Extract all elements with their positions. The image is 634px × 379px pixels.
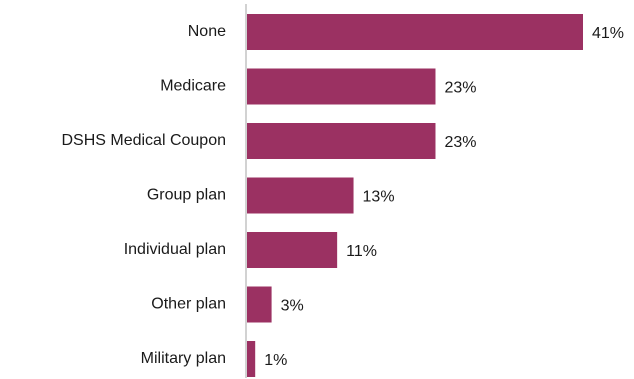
category-label: DSHS Medical Coupon	[61, 132, 226, 149]
value-label: 1%	[264, 352, 287, 369]
bar-dshs-medical-coupon	[247, 123, 436, 159]
bar-other-plan	[247, 286, 272, 323]
value-label: 23%	[444, 80, 476, 97]
value-label: 23%	[444, 134, 476, 151]
bar-medicare	[247, 68, 436, 105]
value-label: 41%	[592, 25, 624, 42]
category-label: Group plan	[147, 187, 226, 204]
bar-none	[247, 14, 583, 50]
category-label: Other plan	[151, 296, 226, 313]
bar-military-plan	[247, 341, 256, 377]
category-label: Medicare	[160, 78, 226, 95]
bar-group-plan	[247, 177, 354, 214]
bars-group	[247, 14, 583, 377]
value-label: 11%	[346, 243, 377, 260]
category-label: None	[188, 23, 226, 40]
labels-group: None 41% Medicare 23% DSHS Medical Coupon 23%…	[61, 23, 624, 369]
bar-individual-plan	[247, 232, 338, 268]
category-label: Military plan	[141, 350, 226, 367]
value-label: 3%	[281, 298, 304, 315]
value-label: 13%	[363, 189, 395, 206]
category-label: Individual plan	[124, 241, 226, 258]
